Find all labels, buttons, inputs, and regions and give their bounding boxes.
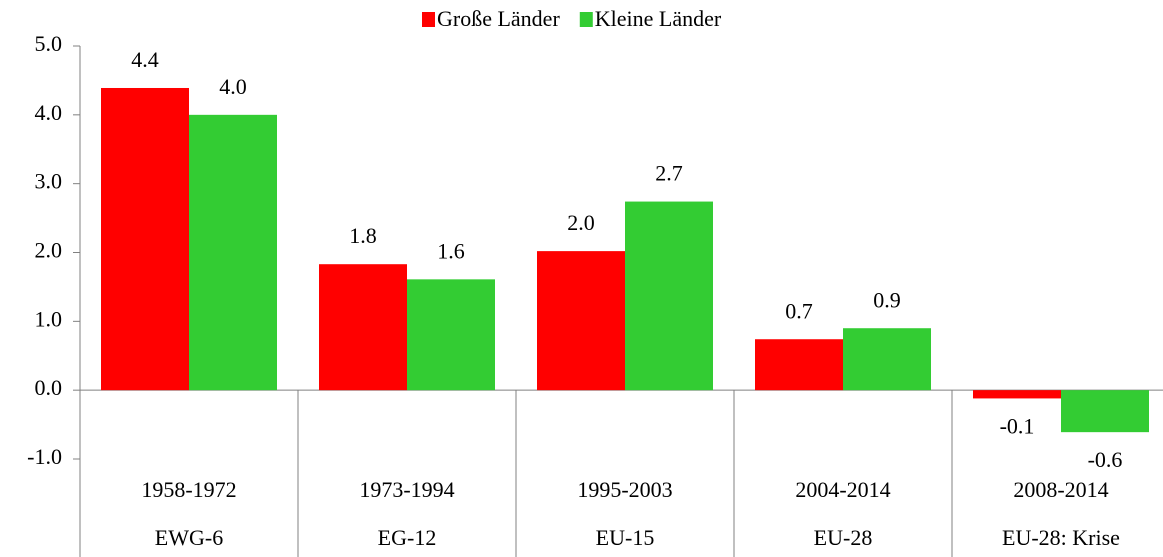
bar — [1061, 390, 1149, 433]
bar — [843, 328, 931, 391]
data-label: 1.6 — [437, 238, 465, 263]
x-tick-label: EU-15 — [596, 525, 655, 550]
y-tick-label: 4.0 — [35, 100, 63, 125]
x-tick-label: EWG-6 — [155, 525, 223, 550]
bar — [755, 339, 843, 391]
data-label: 4.0 — [219, 74, 247, 99]
data-label: -0.1 — [1000, 413, 1035, 438]
x-tick-label: 1958-1972 — [141, 477, 236, 502]
data-label: -0.6 — [1088, 447, 1123, 472]
x-tick-label: EG-12 — [378, 525, 437, 550]
bar — [189, 114, 277, 391]
y-tick-label: 1.0 — [35, 306, 63, 331]
y-tick-label: 3.0 — [35, 169, 63, 194]
data-label: 2.7 — [655, 161, 683, 186]
y-tick-label: -1.0 — [27, 444, 62, 469]
x-tick-label: 1995-2003 — [577, 477, 672, 502]
bar — [407, 279, 495, 391]
legend-label: Kleine Länder — [595, 6, 722, 31]
legend-swatch — [422, 12, 435, 27]
bar — [101, 87, 189, 391]
legend-swatch — [579, 12, 593, 27]
bar — [625, 201, 713, 391]
data-label: 2.0 — [567, 210, 595, 235]
y-tick-label: 2.0 — [35, 238, 63, 263]
data-label: 4.4 — [131, 47, 159, 72]
bar — [319, 264, 407, 391]
y-tick-label: 5.0 — [35, 31, 63, 56]
bar — [973, 390, 1061, 399]
legend-label: Große Länder — [437, 6, 560, 31]
data-label: 1.8 — [349, 223, 377, 248]
bar — [537, 251, 625, 391]
x-tick-label: 2008-2014 — [1013, 477, 1108, 502]
x-tick-label: EU-28: Krise — [1002, 525, 1120, 550]
x-tick-label: 1973-1994 — [359, 477, 454, 502]
x-tick-label: EU-28 — [814, 525, 873, 550]
data-label: 0.7 — [785, 298, 813, 323]
data-label: 0.9 — [873, 287, 901, 312]
y-tick-label: 0.0 — [35, 375, 63, 400]
x-tick-label: 2004-2014 — [795, 477, 890, 502]
